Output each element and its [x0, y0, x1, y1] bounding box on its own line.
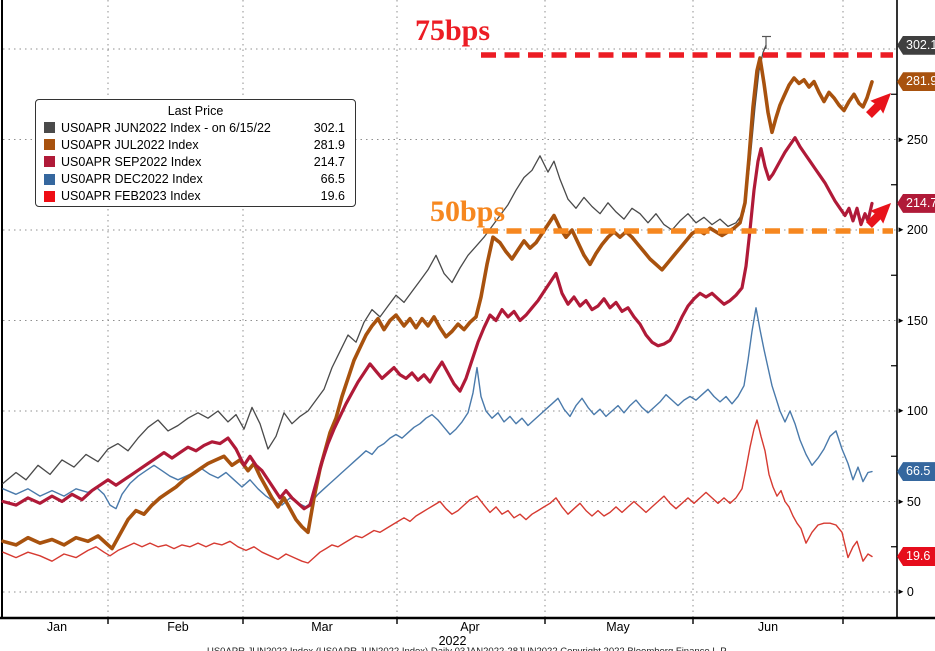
y-axis-tick-arrow-icon: ►	[897, 315, 905, 325]
legend-swatch	[44, 122, 55, 134]
series-line	[1, 136, 874, 511]
legend-row: US0APR JUN2022 Index - on 6/15/22 302.1	[36, 119, 355, 136]
last-price-badge: 302.1	[897, 35, 935, 55]
y-axis-tick-arrow-icon: ►	[897, 587, 905, 596]
legend-series-value: 302.1	[313, 120, 345, 135]
x-axis-month-label: Jun	[757, 620, 779, 634]
x-axis-month-label: Feb	[167, 620, 189, 634]
legend-series-value: 66.5	[320, 172, 345, 187]
series-line	[2, 419, 873, 564]
y-axis-tick-value: 50	[906, 494, 921, 509]
series-line	[2, 44, 767, 485]
y-axis-tick-value: 250	[906, 132, 928, 147]
x-axis-month-label: May	[606, 620, 630, 634]
series-line	[1, 56, 874, 551]
legend-row: US0APR FEB2023 Index 19.6	[36, 188, 355, 205]
x-axis-year-label: 2022	[438, 634, 467, 648]
legend-series-value: 19.6	[320, 189, 345, 204]
last-price-badge: 214.7	[897, 193, 935, 213]
legend-series-value: 214.7	[313, 154, 345, 169]
sep2022-uptick-arrow	[866, 202, 892, 228]
y-axis-label: ► 250	[897, 132, 928, 148]
legend-series-label: US0APR JUL2022 Index	[61, 137, 199, 152]
y-axis-tick-value: 150	[906, 313, 928, 328]
y-axis-label: ► 150	[897, 313, 928, 329]
y-axis-tick-arrow-icon: ►	[897, 225, 905, 234]
y-axis-label: ► 100	[897, 403, 928, 419]
y-axis-tick-arrow-icon: ►	[897, 496, 905, 506]
legend-row: US0APR JUL2022 Index 281.9	[36, 136, 355, 153]
annotation-75bps: 75bps	[414, 14, 490, 47]
jul2022-uptick-arrow	[866, 92, 892, 118]
x-axis-month-label: Mar	[311, 620, 333, 634]
legend-series-label: US0APR SEP2022 Index	[61, 154, 202, 169]
last-price-badge: 66.5	[897, 462, 935, 482]
legend-swatch	[44, 156, 55, 168]
y-axis-label: ► 200	[897, 222, 928, 238]
y-axis-label: ► 50	[897, 494, 921, 510]
y-axis-label: ► 0	[897, 584, 914, 600]
legend-series-value: 281.9	[313, 137, 345, 152]
legend-row: US0APR DEC2022 Index 66.5	[36, 171, 355, 188]
legend-title: Last Price	[167, 104, 224, 118]
legend-swatch	[44, 139, 55, 151]
y-axis-tick-arrow-icon: ►	[897, 406, 905, 415]
footer-attribution-clipped: US0APR JUN2022 Index (US0APR JUN2022 Ind…	[0, 646, 935, 651]
x-axis-month-label: Apr	[460, 620, 480, 634]
legend-rows: US0APR JUN2022 Index - on 6/15/22 302.1 US…	[36, 119, 355, 205]
legend-series-label: US0APR DEC2022 Index	[61, 172, 203, 187]
y-axis-tick-value: 200	[906, 223, 928, 237]
series-line	[2, 307, 873, 510]
y-axis-tick-arrow-icon: ►	[897, 134, 905, 144]
legend-row: US0APR SEP2022 Index 214.7	[36, 153, 355, 170]
last-price-badge: 281.9	[897, 72, 935, 92]
x-axis-month-label: Jan	[46, 620, 68, 634]
y-axis-tick-value: 100	[906, 404, 928, 418]
legend-series-label: US0APR FEB2023 Index	[61, 189, 201, 204]
legend-swatch	[44, 190, 55, 202]
legend-series-label: US0APR JUN2022 Index - on 6/15/22	[61, 120, 271, 135]
last-price-badge: 19.6	[897, 547, 935, 567]
legend-box: Last Price US0APR JUN2022 Index - on 6/1…	[35, 99, 356, 207]
y-axis-tick-value: 0	[906, 585, 914, 599]
annotation-50bps: 50bps	[429, 195, 505, 228]
legend-swatch	[44, 173, 55, 185]
